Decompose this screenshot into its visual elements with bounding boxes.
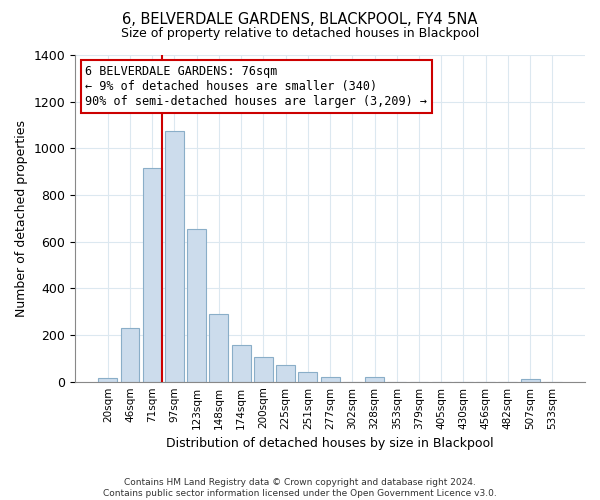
Y-axis label: Number of detached properties: Number of detached properties (15, 120, 28, 317)
Bar (121, 328, 139, 382)
Text: Size of property relative to detached houses in Blackpool: Size of property relative to detached ho… (121, 28, 479, 40)
Bar (232, 345, 251, 382)
X-axis label: Distribution of detached houses by size in Blackpool: Distribution of detached houses by size … (166, 437, 494, 450)
Bar (165, 131, 184, 382)
Bar (143, 168, 161, 382)
Bar (209, 314, 229, 382)
Text: Contains HM Land Registry data © Crown copyright and database right 2024.
Contai: Contains HM Land Registry data © Crown c… (103, 478, 497, 498)
Text: 6 BELVERDALE GARDENS: 76sqm
← 9% of detached houses are smaller (340)
90% of sem: 6 BELVERDALE GARDENS: 76sqm ← 9% of deta… (85, 65, 427, 108)
Bar (298, 372, 317, 382)
Bar (276, 366, 295, 382)
Bar (521, 380, 539, 382)
Bar (98, 378, 117, 382)
Text: 6, BELVERDALE GARDENS, BLACKPOOL, FY4 5NA: 6, BELVERDALE GARDENS, BLACKPOOL, FY4 5N… (122, 12, 478, 28)
Bar (365, 378, 384, 382)
Bar (187, 229, 206, 382)
Bar (254, 356, 273, 382)
Bar (320, 376, 340, 382)
